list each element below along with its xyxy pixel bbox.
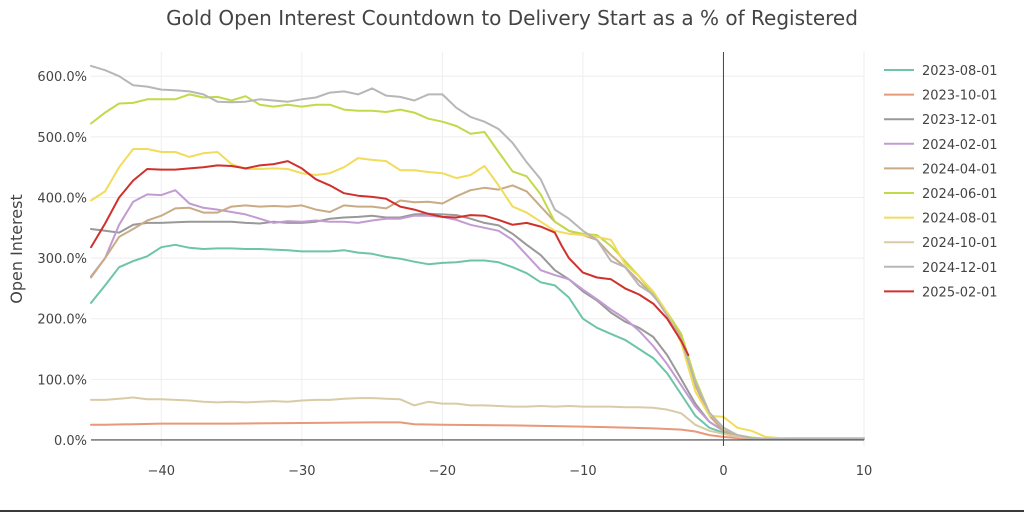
- y-tick-label: 0.0%: [54, 434, 87, 449]
- x-tick-labels: −40 −30 −20 −10 0 10: [148, 464, 873, 479]
- chart-title: Gold Open Interest Countdown to Delivery…: [166, 6, 858, 30]
- legend-label: 2024-10-01: [922, 236, 998, 251]
- y-tick-labels: 0.0% 100.0% 200.0% 300.0% 400.0% 500.0% 600.0%: [37, 70, 87, 449]
- y-tick-label: 600.0%: [37, 70, 87, 85]
- legend-label: 2023-10-01: [922, 89, 998, 104]
- series-line-2023-12-01: [90, 212, 865, 440]
- legend-label: 2023-08-01: [922, 64, 998, 79]
- x-tick-label: 0: [719, 464, 727, 479]
- legend-label: 2024-02-01: [922, 138, 998, 153]
- series-line-2023-10-01: [90, 421, 865, 441]
- bottom-rule: [0, 510, 1024, 512]
- series-line-2024-10-01: [90, 396, 865, 440]
- y-tick-label: 200.0%: [37, 313, 87, 328]
- x-tick-label: −10: [569, 464, 596, 479]
- x-tick-label: −20: [429, 464, 456, 479]
- x-tick-label: 10: [856, 464, 873, 479]
- series-line-2024-04-01: [90, 184, 865, 440]
- legend-label: 2023-12-01: [922, 113, 998, 128]
- y-tick-label: 100.0%: [37, 373, 87, 388]
- y-tick-label: 400.0%: [37, 191, 87, 206]
- legend-label: 2024-12-01: [922, 261, 998, 276]
- series-line-2023-08-01: [90, 243, 865, 440]
- series-line-2024-06-01: [90, 93, 865, 440]
- y-tick-label: 300.0%: [37, 252, 87, 267]
- legend-label: 2024-04-01: [922, 162, 998, 177]
- series-layer: [90, 64, 865, 441]
- y-axis-title: Open Interest: [7, 194, 26, 303]
- x-tick-label: −30: [288, 464, 315, 479]
- x-tick-label: −40: [148, 464, 175, 479]
- series-line-2025-02-01: [90, 160, 690, 357]
- y-tick-label: 500.0%: [37, 131, 87, 146]
- legend-label: 2024-06-01: [922, 187, 998, 202]
- legend-label: 2025-02-01: [922, 285, 998, 300]
- legend: 2023-08-01 2023-10-01 2023-12-01 2024-02-01…: [884, 64, 998, 300]
- series-line-2024-08-01: [90, 148, 865, 440]
- series-line-2024-12-01: [90, 64, 865, 440]
- legend-label: 2024-08-01: [922, 212, 998, 227]
